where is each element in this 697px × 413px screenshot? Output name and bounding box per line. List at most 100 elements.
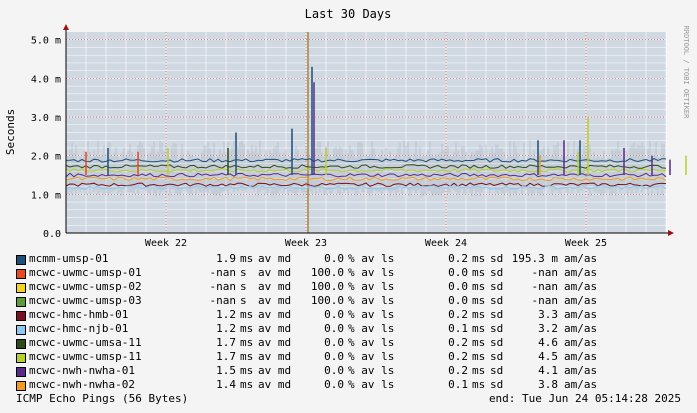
- legend-series-name: mcwc-uwmc-umsp-11: [29, 350, 142, 363]
- legend-amas-label: am/as: [564, 364, 598, 377]
- legend-swatch: [16, 325, 26, 335]
- legend-amas: 4.1: [538, 364, 558, 377]
- legend-amas-label: am/as: [564, 378, 598, 391]
- legend-swatch: [16, 283, 26, 293]
- legend-sd: 0.0: [448, 294, 468, 307]
- y-tick-label: 5.0 m: [31, 36, 61, 47]
- legend-loss-label: % av ls: [348, 378, 395, 391]
- series-line: [65, 158, 667, 163]
- legend-sd: 0.1: [448, 378, 468, 391]
- legend-loss-label: % av ls: [348, 252, 395, 265]
- legend-swatch: [16, 353, 26, 363]
- legend-sd-label: sd: [490, 294, 504, 307]
- y-tick-label: 3.0 m: [31, 113, 61, 124]
- legend-median: 1.2: [216, 322, 236, 335]
- legend-median: -nan: [209, 294, 237, 307]
- legend-median-unit: s: [240, 280, 247, 293]
- legend-swatch: [16, 297, 26, 307]
- legend-swatch: [16, 381, 26, 391]
- legend-sd: 0.0: [448, 280, 468, 293]
- legend-median-label: av md: [258, 336, 292, 349]
- legend-loss-label: % av ls: [348, 336, 395, 349]
- footer-end-time: end: Tue Jun 24 05:14:28 2025: [488, 392, 681, 405]
- legend-sd: 0.2: [448, 364, 468, 377]
- legend-median-label: av md: [258, 280, 292, 293]
- legend-sd: 0.0: [448, 266, 468, 279]
- x-tick-label: Week 25: [565, 238, 607, 249]
- legend-median-unit: ms: [240, 252, 254, 265]
- legend-amas: 3.8: [538, 378, 558, 391]
- legend-loss: 0.0: [324, 350, 344, 363]
- legend-sd: 0.2: [448, 252, 468, 265]
- x-tick-label: Week 23: [285, 238, 327, 249]
- spike-marks: [85, 66, 687, 176]
- legend-amas: -nan: [531, 266, 559, 279]
- legend-median-unit: ms: [240, 322, 254, 335]
- footer-caption: ICMP Echo Pings (56 Bytes): [16, 392, 189, 405]
- legend-sd: 0.2: [448, 308, 468, 321]
- legend-sd-label: sd: [490, 308, 504, 321]
- y-tick-label: 0.0: [43, 229, 61, 240]
- rrdtool-watermark: RRDTOOL / TOBI OETIKER: [682, 26, 690, 120]
- legend-swatch: [16, 367, 26, 377]
- legend-sd-unit: ms: [472, 378, 486, 391]
- legend-sd-label: sd: [490, 378, 504, 391]
- legend-loss-label: % av ls: [348, 308, 395, 321]
- legend-sd-label: sd: [490, 252, 504, 265]
- axes: [63, 24, 674, 236]
- legend-loss-label: % av ls: [348, 322, 395, 335]
- legend-swatch: [16, 255, 26, 265]
- series-line: [65, 172, 667, 178]
- y-tick-label: 4.0 m: [31, 74, 61, 85]
- legend-sd: 0.2: [448, 350, 468, 363]
- legend-median: -nan: [209, 266, 237, 279]
- legend-amas: 3.3: [538, 308, 558, 321]
- series-lines: [65, 158, 667, 190]
- series-line: [65, 164, 667, 169]
- legend-sd-unit: ms: [472, 294, 486, 307]
- legend-series-name: mcwc-hmc-njb-01: [29, 322, 129, 335]
- legend-amas-label: am/as: [564, 294, 598, 307]
- legend-series-name: mcwc-uwmc-umsa-11: [29, 336, 142, 349]
- legend-loss: 100.0: [310, 280, 344, 293]
- legend-median: -nan: [209, 280, 237, 293]
- legend-amas: 195.3 m: [511, 252, 558, 265]
- legend-median-label: av md: [258, 266, 292, 279]
- legend-amas-label: am/as: [564, 322, 598, 335]
- legend-sd-unit: ms: [472, 266, 486, 279]
- legend-median-label: av md: [258, 294, 292, 307]
- legend-sd-unit: ms: [472, 308, 486, 321]
- legend-median-unit: ms: [240, 364, 254, 377]
- legend-sd-unit: ms: [472, 336, 486, 349]
- legend-median-unit: ms: [240, 378, 254, 391]
- legend-series-name: mcwc-hmc-hmb-01: [29, 308, 129, 321]
- legend-series-name: mcwc-uwmc-umsp-02: [29, 280, 142, 293]
- legend-median-unit: s: [240, 294, 247, 307]
- chart-title: Last 30 Days: [305, 7, 392, 21]
- legend-sd: 0.1: [448, 322, 468, 335]
- legend-sd-unit: ms: [472, 350, 486, 363]
- legend-series-name: mcwc-nwh-nwha-02: [29, 378, 135, 391]
- legend-series-name: mcmm-umsp-01: [29, 252, 109, 265]
- legend-sd-unit: ms: [472, 364, 486, 377]
- legend-sd-label: sd: [490, 280, 504, 293]
- legend-loss: 0.0: [324, 308, 344, 321]
- legend-amas-label: am/as: [564, 308, 598, 321]
- legend-median: 1.7: [216, 350, 236, 363]
- legend-sd: 0.2: [448, 336, 468, 349]
- legend-loss-label: % av ls: [348, 280, 395, 293]
- legend-median-label: av md: [258, 350, 292, 363]
- legend-amas-label: am/as: [564, 266, 598, 279]
- legend-sd-label: sd: [490, 266, 504, 279]
- legend-loss: 0.0: [324, 378, 344, 391]
- legend-amas: -nan: [531, 294, 559, 307]
- legend-sd-unit: ms: [472, 322, 486, 335]
- legend-median: 1.9: [216, 252, 236, 265]
- legend-median-unit: s: [240, 266, 247, 279]
- legend-amas-label: am/as: [564, 350, 598, 363]
- legend-series-name: mcwc-nwh-nwha-01: [29, 364, 135, 377]
- legend-loss: 0.0: [324, 322, 344, 335]
- legend-sd-label: sd: [490, 364, 504, 377]
- tick-labels: 0.0 1.0 m 2.0 m 3.0 m 4.0 m 5.0 m Week 22 Week …: [31, 36, 607, 249]
